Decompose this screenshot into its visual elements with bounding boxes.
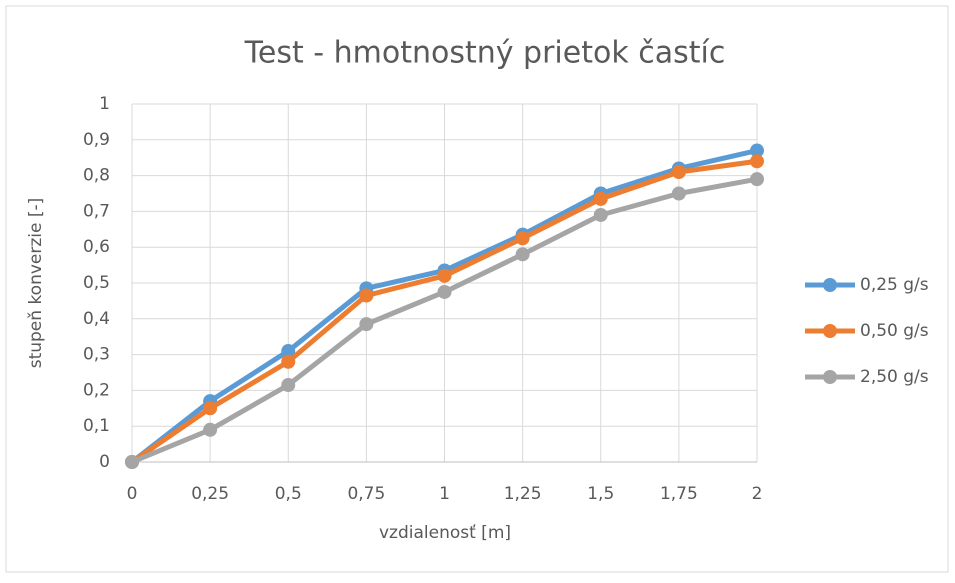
x-tick-label: 1 (439, 484, 450, 504)
data-point (593, 207, 608, 222)
data-point (750, 172, 764, 187)
data-point (437, 268, 452, 283)
y-tick-label: 0,7 (83, 201, 110, 221)
legend-marker (823, 278, 837, 292)
y-tick-label: 0,1 (83, 416, 110, 436)
x-tick-label: 0,5 (275, 484, 302, 504)
y-tick-label: 0,3 (83, 345, 110, 365)
data-point (125, 455, 139, 469)
data-point (359, 288, 374, 303)
x-tick-label: 0 (127, 484, 138, 504)
y-tick-label: 0,8 (83, 166, 110, 186)
data-point (515, 231, 530, 246)
data-point (515, 247, 530, 262)
y-tick-label: 0,2 (83, 380, 110, 400)
data-point (437, 284, 452, 299)
x-tick-label: 1,75 (660, 484, 698, 504)
y-tick-label: 0,4 (83, 309, 110, 329)
legend-marker (823, 370, 837, 384)
legend-label: 2,50 g/s (860, 367, 929, 387)
y-tick-label: 0 (99, 452, 110, 472)
x-tick-label: 0,25 (191, 484, 229, 504)
data-point (281, 354, 296, 369)
data-point (593, 191, 608, 206)
chart-title: Test - hmotnostný prietok častíc (244, 36, 726, 71)
y-tick-label: 1 (99, 94, 110, 114)
legend-marker (823, 324, 837, 338)
data-point (750, 154, 764, 169)
data-point (203, 401, 218, 416)
x-tick-label: 2 (752, 484, 763, 504)
x-axis-label: vzdialenosť [m] (379, 523, 511, 543)
legend-label: 0,50 g/s (860, 321, 929, 341)
y-tick-label: 0,6 (83, 237, 110, 257)
chart-border (5, 5, 949, 573)
data-point (671, 165, 686, 180)
data-point (203, 422, 218, 437)
legend-label: 0,25 g/s (860, 275, 929, 295)
x-tick-label: 1,25 (504, 484, 542, 504)
data-point (671, 186, 686, 201)
y-axis-label: stupeň konverzie [-] (26, 198, 46, 369)
data-point (750, 143, 764, 158)
data-point (281, 378, 296, 393)
y-tick-label: 0,5 (83, 273, 110, 293)
data-point (359, 317, 374, 332)
data-point (281, 344, 296, 359)
x-tick-label: 0,75 (347, 484, 385, 504)
y-tick-label: 0,9 (83, 130, 110, 150)
x-tick-label: 1,5 (587, 484, 614, 504)
